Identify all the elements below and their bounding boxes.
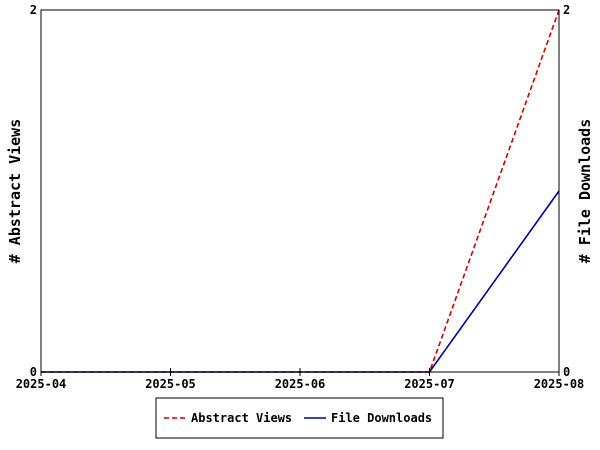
y-left-axis-title: # Abstract Views bbox=[6, 119, 24, 264]
y-right-axis-title: # File Downloads bbox=[576, 119, 594, 264]
x-tick-label: 2025-08 bbox=[534, 377, 585, 391]
legend-box bbox=[155, 397, 444, 439]
series-line-file-downloads bbox=[41, 190, 560, 373]
y-left-tick-label: 0 bbox=[30, 365, 37, 379]
x-tick-label: 2025-05 bbox=[145, 377, 196, 391]
x-tick-label: 2025-04 bbox=[16, 377, 67, 391]
x-tick-label: 2025-07 bbox=[404, 377, 455, 391]
x-tick-label: 2025-06 bbox=[275, 377, 326, 391]
y-right-tick-label: 0 bbox=[563, 365, 570, 379]
plot-area bbox=[41, 9, 560, 373]
axes: 2025-04 2025-05 2025-06 2025-07 2025-080202#… bbox=[6, 3, 594, 391]
legend-label: File Downloads bbox=[331, 411, 432, 425]
legend-label: Abstract Views bbox=[191, 411, 292, 425]
y-left-tick-label: 2 bbox=[30, 3, 37, 17]
series-line-abstract-views bbox=[41, 9, 560, 373]
legend: Abstract Views File Downloads bbox=[155, 397, 444, 439]
y-right-tick-label: 2 bbox=[563, 3, 570, 17]
plot-frame bbox=[40, 9, 560, 373]
